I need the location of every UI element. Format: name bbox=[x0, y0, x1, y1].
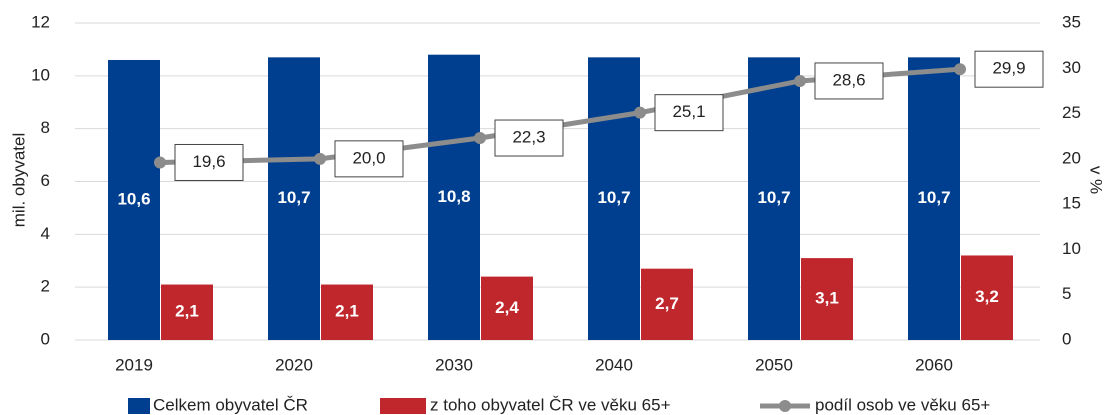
x-tick-label: 2019 bbox=[115, 355, 153, 374]
y-tick-label: 4 bbox=[41, 224, 50, 243]
data-label: 3,2 bbox=[975, 287, 999, 306]
data-label-box bbox=[974, 50, 1044, 88]
y-tick-label: 12 bbox=[31, 12, 50, 31]
x-tick-label: 2040 bbox=[595, 355, 633, 374]
bar bbox=[588, 57, 640, 340]
data-label-box bbox=[494, 119, 564, 157]
data-label: 2,1 bbox=[335, 302, 359, 321]
data-label: 10,7 bbox=[917, 188, 950, 207]
data-label-box bbox=[814, 62, 884, 100]
legend-label: podíl osob ve věku 65+ bbox=[815, 395, 990, 414]
data-label: 2,4 bbox=[495, 298, 519, 317]
data-label: 3,1 bbox=[815, 289, 839, 308]
data-label: 10,7 bbox=[277, 188, 310, 207]
y-tick-label: 8 bbox=[41, 118, 50, 137]
data-label: 29,9 bbox=[992, 59, 1025, 78]
legend-label: Celkem obyvatel ČR bbox=[153, 395, 308, 414]
data-label: 10,8 bbox=[437, 187, 470, 206]
legend-swatch bbox=[779, 400, 791, 412]
y-tick-label: 10 bbox=[31, 65, 50, 84]
line-point bbox=[154, 156, 166, 169]
y2-tick-label: 25 bbox=[1062, 103, 1081, 122]
data-label: 10,7 bbox=[597, 188, 630, 207]
x-tick-label: 2030 bbox=[435, 355, 473, 374]
y-tick-label: 6 bbox=[41, 171, 50, 190]
y-tick-label: 2 bbox=[41, 277, 50, 296]
y2-tick-label: 35 bbox=[1062, 12, 1081, 31]
data-label: 10,6 bbox=[117, 189, 150, 208]
legend-label: z toho obyvatel ČR ve věku 65+ bbox=[430, 395, 671, 414]
bar bbox=[161, 284, 213, 340]
legend-swatch bbox=[380, 398, 426, 414]
data-label: 22,3 bbox=[512, 128, 545, 147]
bar bbox=[428, 54, 480, 340]
bar bbox=[748, 57, 800, 340]
bar bbox=[108, 59, 160, 340]
y2-tick-label: 0 bbox=[1062, 329, 1071, 348]
bar bbox=[908, 57, 960, 340]
data-label: 19,6 bbox=[192, 152, 225, 171]
line-point bbox=[634, 106, 646, 119]
bar bbox=[641, 268, 693, 340]
x-tick-label: 2050 bbox=[755, 355, 793, 374]
y2-tick-label: 10 bbox=[1062, 239, 1081, 258]
data-label-box bbox=[654, 94, 724, 132]
data-label: 2,1 bbox=[175, 302, 199, 321]
y2-tick-label: 30 bbox=[1062, 58, 1081, 77]
data-label: 20,0 bbox=[352, 148, 385, 167]
data-label-box bbox=[174, 143, 244, 181]
x-tick-label: 2060 bbox=[915, 355, 953, 374]
y2-tick-label: 5 bbox=[1062, 284, 1071, 303]
y-tick-label: 0 bbox=[41, 329, 50, 348]
data-label: 28,6 bbox=[832, 70, 865, 89]
y2-tick-label: 20 bbox=[1062, 148, 1081, 167]
line-point bbox=[474, 132, 486, 145]
y2-tick-label: 15 bbox=[1062, 194, 1081, 213]
data-label-box bbox=[334, 140, 404, 178]
line-point bbox=[954, 63, 966, 76]
bar bbox=[801, 258, 853, 340]
bar bbox=[268, 57, 320, 340]
line-point bbox=[794, 74, 806, 87]
legend-swatch bbox=[128, 398, 150, 414]
data-label: 2,7 bbox=[655, 294, 679, 313]
data-label: 10,7 bbox=[757, 188, 790, 207]
line-point bbox=[314, 152, 326, 165]
bar bbox=[481, 276, 533, 340]
x-tick-label: 2020 bbox=[275, 355, 313, 374]
bar bbox=[321, 284, 373, 340]
y-axis-label: mil. obyvatel bbox=[9, 133, 28, 227]
y2-axis-label: v % bbox=[1087, 166, 1106, 194]
data-label: 25,1 bbox=[672, 102, 705, 121]
bar bbox=[961, 255, 1013, 340]
